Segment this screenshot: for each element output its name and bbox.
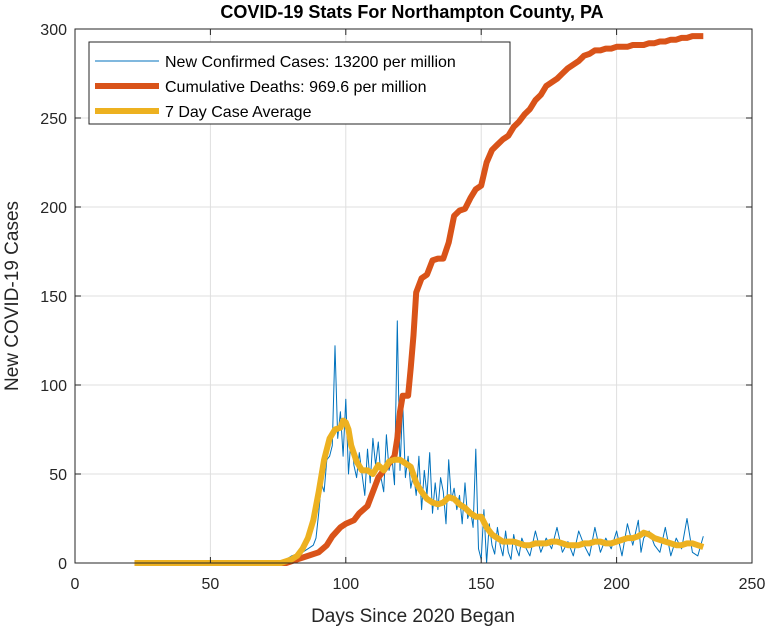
legend-entry-new-cases: New Confirmed Cases: 13200 per million (165, 54, 456, 71)
x-tick-label: 0 (71, 576, 80, 593)
y-tick-label: 0 (58, 556, 67, 573)
y-tick-label: 250 (40, 111, 67, 128)
y-tick-label: 200 (40, 200, 67, 217)
x-tick-label: 50 (202, 576, 220, 593)
series-line-new-cases (134, 320, 704, 564)
y-tick-label: 150 (40, 289, 67, 306)
y-tick-label: 50 (49, 467, 67, 484)
legend-entry-cumulative-deaths: Cumulative Deaths: 969.6 per million (165, 79, 426, 96)
x-tick-label: 150 (468, 576, 495, 593)
y-axis-label: New COVID-19 Cases (2, 201, 23, 391)
legend-box (88, 41, 511, 125)
y-tick-label: 300 (40, 22, 67, 39)
series-line-7-day-average (134, 417, 705, 566)
x-tick-label: 200 (603, 576, 630, 593)
series-layer (134, 33, 705, 566)
y-tick-label: 100 (40, 378, 67, 395)
chart-title: COVID-19 Stats For Northampton County, P… (220, 2, 603, 22)
x-tick-label: 250 (739, 576, 766, 593)
legend: New Confirmed Cases: 13200 per million C… (88, 41, 511, 125)
legend-entry-7-day-average: 7 Day Case Average (165, 104, 312, 121)
x-tick-label: 100 (332, 576, 359, 593)
x-axis-label: Days Since 2020 Began (311, 606, 515, 627)
series-line-cumulative-deaths (134, 33, 704, 566)
ticks: 0 50 100 150 200 250 0 50 100 150 200 250 300 (40, 22, 765, 593)
